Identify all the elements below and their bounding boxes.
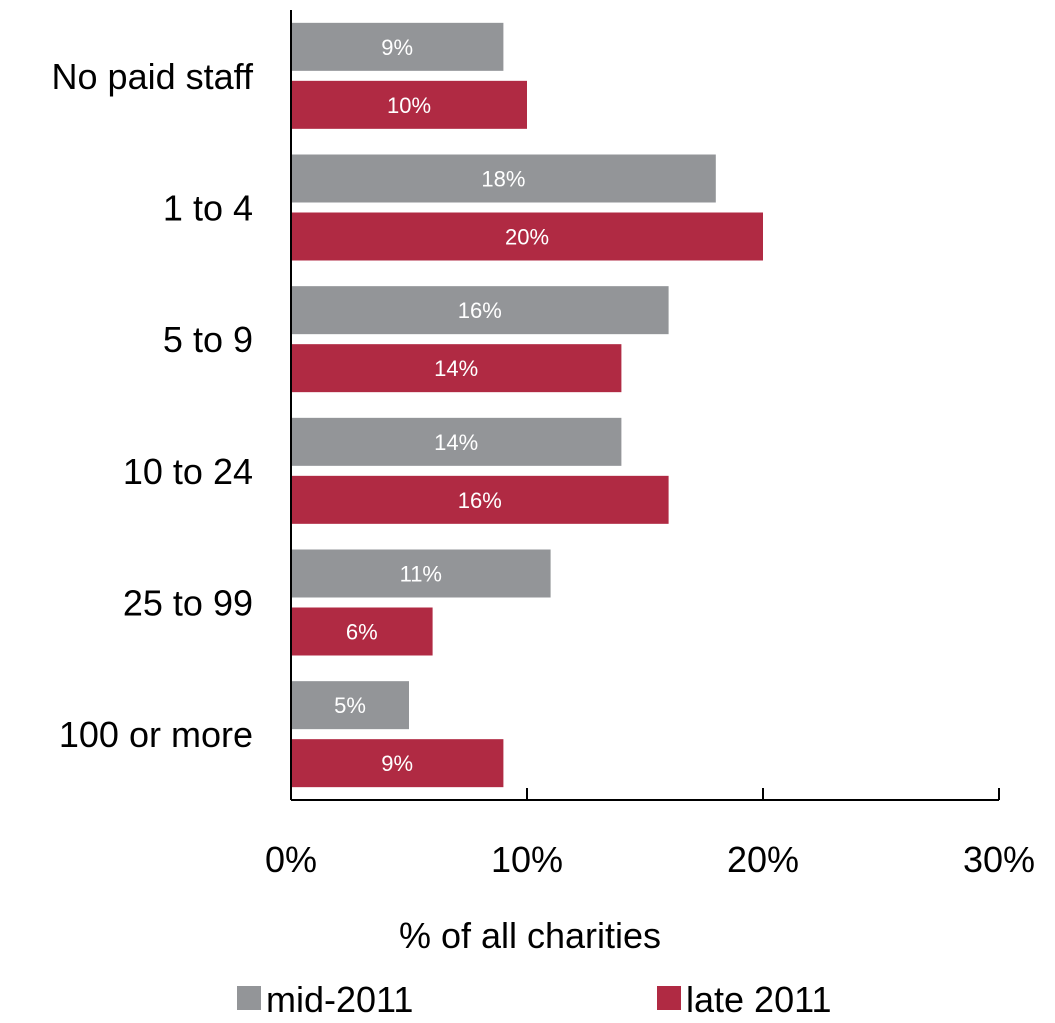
x-tick-label-30: 30% xyxy=(963,839,1035,880)
bar-late-2011-no-paid-staff xyxy=(291,80,527,129)
bar-mid-2011-1-to-4 xyxy=(291,154,716,203)
data-label-mid-2011-25-to-99: 11% xyxy=(400,562,442,587)
data-label-late-2011-no-paid-staff: 10% xyxy=(387,93,431,118)
category-label-5-to-9: 5 to 9 xyxy=(163,319,253,360)
category-label-10-to-24: 10 to 24 xyxy=(123,451,253,492)
data-label-late-2011-100-or-more: 9% xyxy=(381,751,413,776)
data-label-late-2011-1-to-4: 20% xyxy=(505,225,549,250)
legend-swatch-late-2011 xyxy=(657,986,681,1010)
data-label-mid-2011-100-or-more: 5% xyxy=(334,693,366,718)
category-label-no-paid-staff: No paid staff xyxy=(52,56,254,97)
bar-late-2011-10-to-24 xyxy=(291,475,669,524)
bars-layer xyxy=(291,22,763,788)
data-label-late-2011-10-to-24: 16% xyxy=(458,488,502,513)
data-label-mid-2011-1-to-4: 18% xyxy=(481,167,525,192)
bar-mid-2011-no-paid-staff xyxy=(291,22,504,71)
x-ticks: 0% 10% 20% 30% xyxy=(265,788,1035,880)
bar-late-2011-5-to-9 xyxy=(291,344,622,393)
data-label-mid-2011-5-to-9: 16% xyxy=(458,298,502,323)
bar-mid-2011-100-or-more xyxy=(291,681,409,730)
x-tick-label-10: 10% xyxy=(491,839,563,880)
bar-late-2011-25-to-99 xyxy=(291,607,433,656)
category-labels: No paid staff 1 to 4 5 to 9 10 to 24 25 to 9… xyxy=(52,56,254,755)
bar-late-2011-1-to-4 xyxy=(291,212,763,261)
bar-mid-2011-5-to-9 xyxy=(291,286,669,335)
category-label-25-to-99: 25 to 99 xyxy=(123,583,253,624)
legend-label-mid-2011: mid-2011 xyxy=(266,979,413,1020)
category-label-1-to-4: 1 to 4 xyxy=(163,188,253,229)
bar-labels-layer: 9% 10% 18% 20% 16% 14% 14% 16% 11% 6% 5% 9% xyxy=(334,35,549,776)
data-label-mid-2011-10-to-24: 14% xyxy=(434,430,478,455)
category-label-100-or-more: 100 or more xyxy=(59,714,253,755)
bar-late-2011-100-or-more xyxy=(291,739,504,788)
x-axis-title: % of all charities xyxy=(399,915,661,956)
legend: mid-2011 late 2011 xyxy=(237,979,831,1020)
data-label-late-2011-25-to-99: 6% xyxy=(346,620,378,645)
bar-mid-2011-10-to-24 xyxy=(291,417,622,466)
data-label-mid-2011-no-paid-staff: 9% xyxy=(381,35,413,60)
legend-swatch-mid-2011 xyxy=(237,986,261,1010)
bar-mid-2011-25-to-99 xyxy=(291,549,551,598)
legend-label-late-2011: late 2011 xyxy=(686,979,831,1020)
data-label-late-2011-5-to-9: 14% xyxy=(434,356,478,381)
x-tick-label-0: 0% xyxy=(265,839,317,880)
x-tick-label-20: 20% xyxy=(727,839,799,880)
